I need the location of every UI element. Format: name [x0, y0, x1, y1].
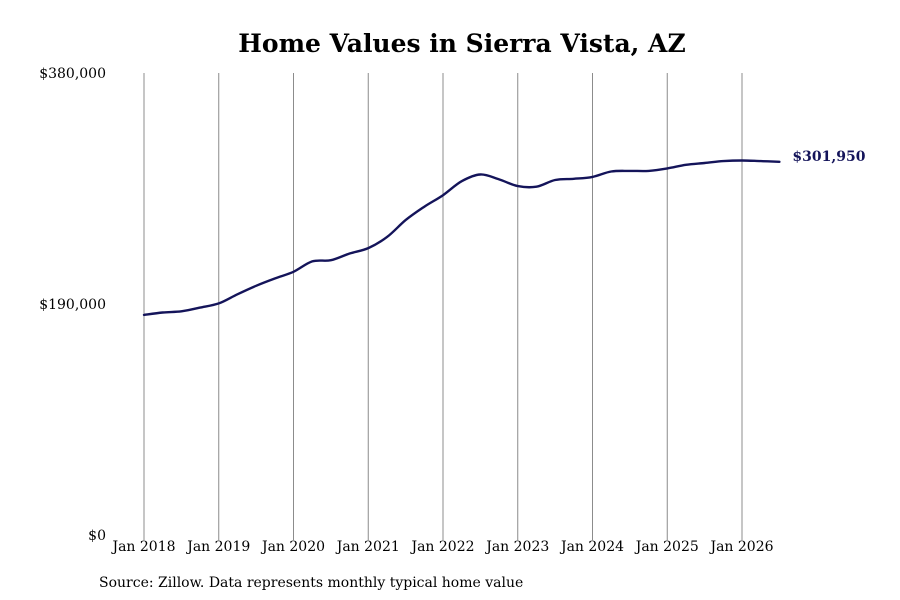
x-tick-label: Jan 2024 [559, 539, 624, 555]
x-tick-label: Jan 2026 [708, 539, 773, 555]
x-axis-ticks: Jan 2018 Jan 2019 Jan 2020 Jan 2021 Jan 2022… [110, 539, 773, 555]
x-tick-label: Jan 2019 [185, 539, 250, 555]
x-tick-label: Jan 2025 [634, 539, 699, 555]
series-line [142, 159, 781, 317]
x-tick-label: Jan 2023 [484, 539, 549, 555]
x-tick-label: Jan 2018 [110, 539, 175, 555]
y-tick-label: $190,000 [39, 297, 106, 313]
grid-layer [143, 73, 743, 540]
chart-title: Home Values in Sierra Vista, AZ [238, 29, 685, 58]
x-tick-label: Jan 2020 [260, 539, 325, 555]
y-tick-label: $380,000 [39, 66, 106, 82]
y-axis-ticks: $0 $190,000 $380,000 [39, 66, 106, 544]
x-tick-label: Jan 2022 [409, 539, 474, 555]
y-tick-label: $0 [88, 528, 106, 544]
series-end-label: $301,950 [792, 149, 865, 165]
x-tick-label: Jan 2021 [335, 539, 400, 555]
series-layer: $301,950 [142, 149, 866, 317]
source-note: Source: Zillow. Data represents monthly … [99, 575, 523, 591]
